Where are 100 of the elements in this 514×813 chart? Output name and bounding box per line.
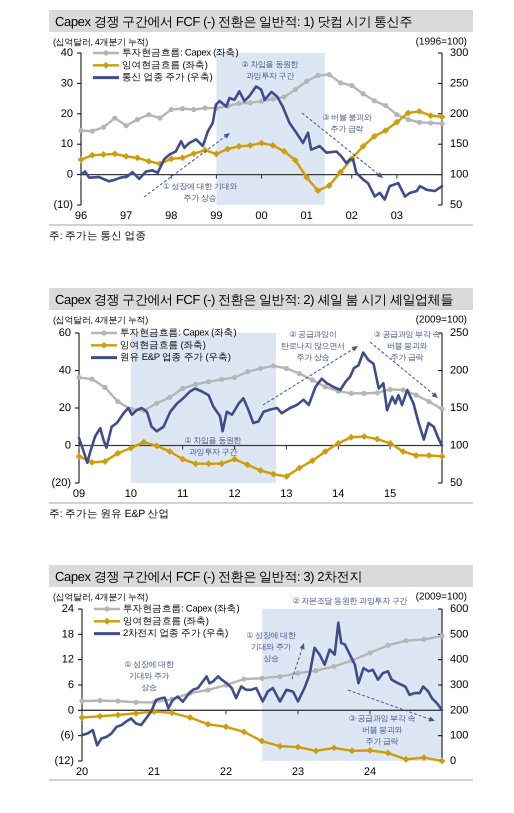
point — [421, 636, 427, 642]
point — [102, 384, 108, 390]
point — [292, 86, 298, 92]
point — [412, 452, 420, 459]
point — [258, 738, 266, 745]
point — [270, 363, 276, 368]
point — [111, 150, 118, 158]
point — [439, 120, 445, 126]
y-tick-label: 20 — [60, 108, 73, 120]
x-tick-label: 97 — [120, 210, 132, 222]
point — [179, 456, 186, 463]
point — [439, 633, 445, 639]
point — [78, 156, 84, 164]
point — [168, 709, 176, 716]
point — [426, 399, 432, 404]
y2label: (1996=100) — [416, 36, 467, 48]
point — [122, 152, 130, 160]
point — [88, 152, 96, 159]
y2-tick-label: 250 — [450, 77, 468, 90]
y-tick-label: (20) — [51, 477, 71, 489]
point — [404, 109, 412, 116]
ylabel: (십억달러, 4개분기 누적) — [53, 37, 148, 47]
point — [206, 379, 212, 384]
point — [269, 142, 276, 149]
point — [78, 128, 84, 134]
point — [308, 457, 316, 464]
point — [146, 112, 152, 118]
point — [212, 150, 220, 158]
point — [100, 151, 107, 158]
x-tick-label: 96 — [74, 210, 88, 222]
point — [326, 182, 333, 189]
title: Capex 경쟁 구간에서 FCF (-) 전환은 일반적: 2) 셰일 붐 시기 셰일업체들 — [49, 288, 473, 310]
point — [270, 470, 277, 478]
point — [244, 461, 251, 468]
note: 주: 주가는 원유 E&P 산업 — [49, 508, 170, 520]
y-tick-label: 20 — [58, 402, 71, 414]
point — [416, 120, 422, 125]
y-tick-label: (6) — [60, 730, 74, 742]
point — [134, 154, 141, 162]
point — [360, 433, 368, 440]
point — [349, 82, 354, 88]
point — [331, 664, 337, 670]
x-tick-label: 11 — [177, 488, 188, 500]
annotation: ③ 공급과잉 부각 속 버블 붕괴와 주가 급락 — [374, 330, 440, 362]
point — [400, 448, 407, 455]
title: Capex 경쟁 구간에서 FCF (-) 전환은 일반적: 3) 2차전지 — [49, 565, 473, 587]
point — [157, 115, 163, 121]
point — [78, 714, 86, 721]
point — [296, 370, 302, 376]
point — [115, 698, 121, 704]
point — [168, 155, 175, 162]
x-tick-label: 02 — [346, 210, 358, 222]
point — [439, 406, 445, 412]
title: Capex 경쟁 구간에서 FCF (-) 전환은 일반적: 1) 닷컴 시기 통신주 — [49, 10, 473, 32]
legend-label: 원유 E&P 업종 주가 (우축) — [120, 352, 231, 364]
legend-label: 투자현금흐름: Capex (좌축) — [120, 328, 236, 338]
y2-tick-label: 100 — [450, 168, 468, 181]
y2-tick-label: 50 — [450, 477, 462, 489]
band-label: ② 자본조달 동원한 과잉투자 구간 — [292, 596, 408, 606]
y-tick-label: 10 — [60, 138, 73, 150]
y2-tick-label: 150 — [450, 138, 468, 150]
y2-tick-label: 200 — [450, 364, 468, 376]
point — [382, 127, 389, 134]
point — [202, 105, 208, 111]
point — [127, 444, 134, 452]
point — [193, 382, 198, 387]
y-tick-label: 30 — [60, 77, 73, 90]
point — [258, 366, 264, 372]
x-tick-label: 24 — [364, 766, 376, 778]
point — [248, 100, 253, 106]
point — [385, 642, 391, 648]
point — [394, 112, 400, 118]
point — [413, 392, 419, 398]
x-tick-label: 98 — [165, 210, 178, 222]
y2-tick-label: 300 — [450, 47, 468, 59]
point — [384, 750, 392, 756]
legend-label: 잉여현금흐름 (좌축) — [123, 616, 209, 627]
point — [314, 187, 322, 194]
y-tick-label: (12) — [54, 755, 74, 767]
point — [124, 123, 129, 128]
chart-title: Capex 경쟁 구간에서 FCF (-) 전환은 일반적: 1) 닷컴 시기 통신주 — [55, 14, 412, 29]
point — [112, 115, 118, 121]
legend-label: 통신 업종 주가 (우축) — [122, 72, 212, 84]
y-tick-label: 0 — [64, 440, 71, 452]
point — [337, 168, 344, 176]
x-tick-label: 03 — [390, 210, 403, 222]
point — [388, 386, 393, 392]
point — [277, 674, 283, 680]
point — [438, 758, 446, 764]
point — [153, 442, 160, 450]
point — [258, 98, 264, 104]
chart-title: Capex 경쟁 구간에서 FCF (-) 전환은 일반적: 2) 셰일 붐 시기 셰일업체들 — [55, 292, 454, 307]
point — [304, 78, 310, 84]
point — [406, 116, 411, 122]
legend-label: 투자현금흐름: Capex (좌축) — [122, 48, 238, 58]
point — [295, 670, 301, 676]
y2label: (2009=100) — [416, 592, 467, 602]
y2-tick-label: 200 — [450, 704, 468, 716]
point — [280, 148, 288, 155]
point — [222, 723, 230, 730]
